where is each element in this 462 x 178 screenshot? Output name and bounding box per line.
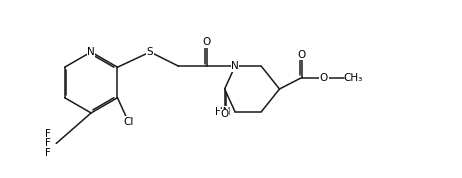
Text: O: O [203, 37, 211, 47]
Text: O: O [298, 50, 306, 60]
Text: F: F [44, 138, 50, 148]
Text: N: N [87, 47, 95, 57]
Text: O: O [220, 109, 229, 119]
Text: N: N [231, 61, 239, 71]
Text: F: F [44, 129, 50, 139]
Text: CH₃: CH₃ [344, 73, 363, 83]
Text: S: S [147, 47, 153, 57]
Text: Cl: Cl [123, 117, 134, 127]
Text: O: O [320, 73, 328, 83]
Text: F: F [44, 148, 50, 158]
Text: HN: HN [215, 107, 231, 117]
